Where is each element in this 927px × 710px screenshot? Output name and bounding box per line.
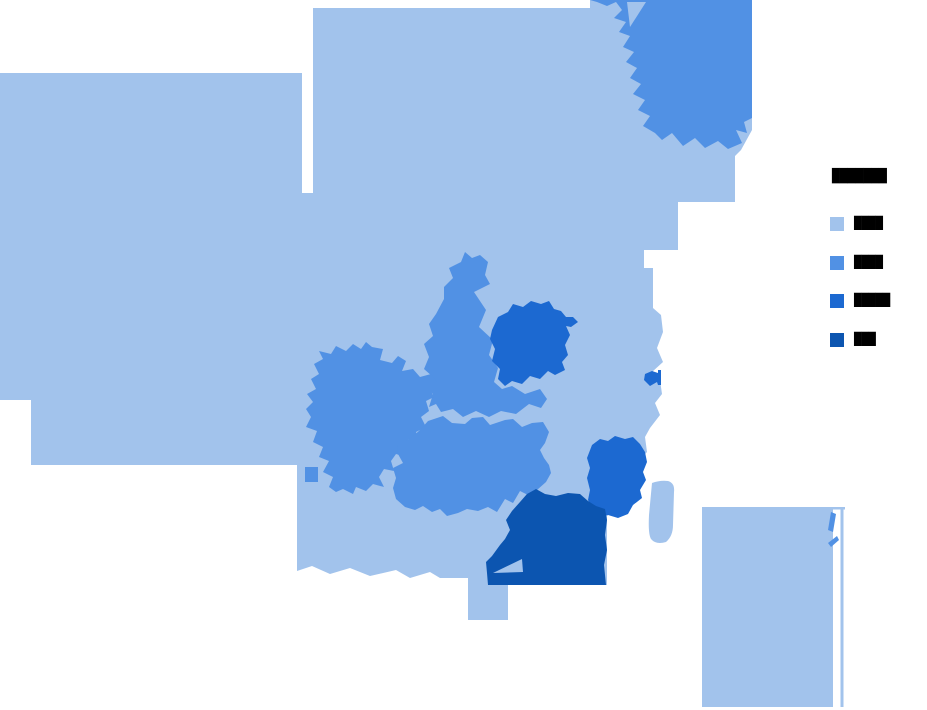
legend-item-class1[interactable]: ████ — [830, 216, 883, 231]
region-zhejiang-fujian-blob[interactable] — [587, 436, 647, 518]
inset-island-mark-1 — [828, 512, 836, 532]
region-henan-blob[interactable] — [490, 301, 578, 386]
legend-swatch-class1[interactable] — [830, 216, 844, 231]
region-shanghai-dot[interactable] — [644, 370, 661, 386]
legend-swatch-class3[interactable] — [830, 293, 844, 308]
northeast-light-notch — [627, 2, 646, 27]
legend-label-redacted-bar: ████ — [854, 255, 883, 269]
inset-box-fill — [702, 508, 833, 707]
legend-label-redacted-bar: █████ — [854, 293, 891, 307]
inset-island-mark-2 — [828, 536, 839, 547]
region-guangdong-blob[interactable] — [486, 489, 607, 585]
inset-border-top — [702, 507, 845, 510]
legend-item-class3[interactable]: █████ — [830, 293, 890, 308]
legend-label-redacted-bar: ████ — [854, 216, 883, 230]
legend-item-class4[interactable]: ███ — [830, 332, 876, 347]
region-west-north-mainland[interactable] — [0, 0, 752, 620]
legend-item-class2[interactable]: ████ — [830, 255, 883, 270]
region-shaanxi-hubei-strip[interactable] — [424, 252, 547, 417]
region-hunan-guizhou-blob[interactable] — [393, 416, 551, 516]
region-northeast-block[interactable] — [590, 0, 752, 149]
region-small-square[interactable] — [305, 467, 318, 482]
legend-swatch-class2[interactable] — [830, 255, 844, 270]
legend-title-redacted-bar: ███████ — [832, 169, 887, 184]
legend-swatch-class4[interactable] — [830, 332, 844, 347]
legend-label-redacted-bar: ███ — [854, 332, 876, 346]
inset-border-right — [840, 507, 844, 707]
guangdong-light-notch — [493, 559, 523, 573]
region-taiwan-strip[interactable] — [648, 480, 675, 543]
